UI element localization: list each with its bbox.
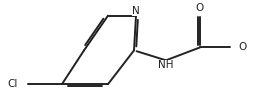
Text: N: N — [132, 6, 140, 16]
Text: O: O — [238, 42, 246, 52]
Text: Cl: Cl — [8, 79, 18, 89]
Text: NH: NH — [158, 60, 174, 70]
Text: O: O — [196, 3, 204, 13]
